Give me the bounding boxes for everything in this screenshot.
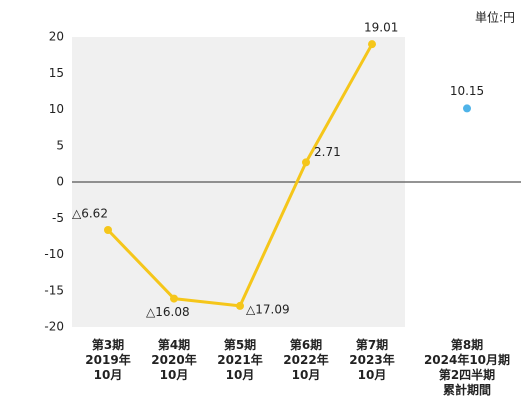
x-tick-line: 2020年 — [151, 352, 196, 367]
x-tick-line: 10月 — [160, 368, 189, 382]
y-tick-label: 5 — [56, 138, 64, 152]
x-tick-line: 2023年 — [349, 352, 394, 367]
data-label: 2.71 — [314, 145, 341, 159]
data-label: △17.09 — [246, 302, 290, 316]
x-tick-line: 2021年 — [217, 352, 262, 367]
unit-label: 単位:円 — [475, 10, 515, 25]
x-tick-line: 第4期 — [158, 337, 190, 352]
x-tick-line: 10月 — [292, 368, 321, 382]
x-tick-line: 10月 — [358, 368, 387, 382]
x-tick-label: 第4期 2020年 10月 — [151, 337, 196, 382]
x-tick-label: 第3期 2019年 10月 — [85, 337, 130, 382]
x-tick-line: 第6期 — [290, 337, 322, 352]
x-tick-line: 10月 — [226, 368, 255, 382]
x-tick-line: 10月 — [94, 368, 123, 382]
y-tick-label: -5 — [52, 211, 64, 225]
data-label: 10.15 — [450, 84, 484, 98]
x-tick-line: 第7期 — [356, 337, 388, 352]
x-tick-label: 第8期 2024年10月期第2四半期累計期間 — [424, 337, 510, 397]
y-tick-label: 15 — [49, 66, 64, 80]
x-tick-line: 累計期間 — [443, 382, 491, 397]
y-tick-label: 20 — [49, 30, 64, 44]
y-tick-label: -10 — [44, 247, 64, 261]
y-tick-label: 10 — [49, 102, 64, 116]
y-tick-label: 0 — [56, 175, 64, 189]
x-tick-line: 2024年10月期 — [424, 352, 510, 367]
data-label: 19.01 — [364, 21, 398, 35]
x-tick-line: 第8期 — [451, 337, 483, 352]
point — [236, 301, 244, 310]
x-tick-line: 2019年 — [85, 352, 130, 367]
point — [463, 104, 471, 113]
y-tick-label: -20 — [44, 320, 64, 334]
x-tick-line: 2022年 — [283, 352, 328, 367]
x-tick-label: 第6期 2022年 10月 — [283, 337, 328, 382]
point — [302, 158, 310, 167]
x-tick-line: 第5期 — [224, 337, 256, 352]
x-tick-label: 第5期 2021年 10月 — [217, 337, 262, 382]
point — [368, 40, 376, 49]
data-label: △6.62 — [72, 206, 108, 220]
point — [170, 294, 178, 303]
x-tick-line: 第3期 — [92, 337, 124, 352]
x-tick-label: 第7期 2023年 10月 — [349, 337, 394, 382]
x-tick-line: 第2四半期 — [439, 367, 495, 382]
y-tick-label: -15 — [44, 283, 64, 297]
point — [104, 225, 112, 234]
data-label: △16.08 — [146, 305, 190, 319]
